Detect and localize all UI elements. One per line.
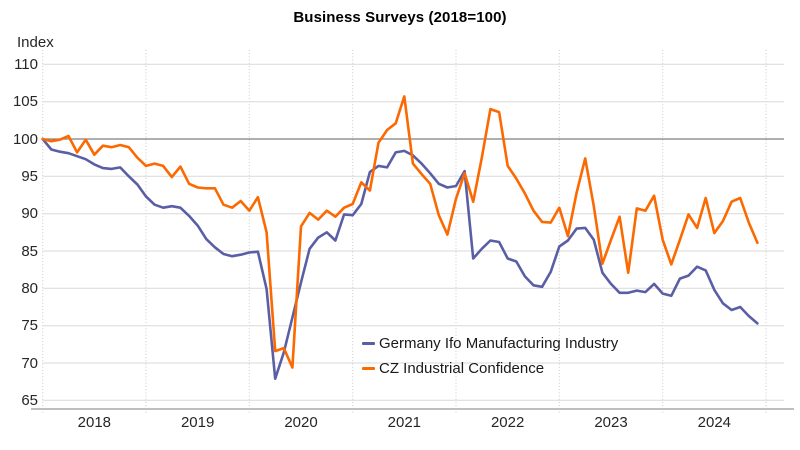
y-tick-label: 80 — [21, 279, 38, 297]
y-tick-label: 110 — [14, 55, 38, 73]
y-tick-label: 100 — [12, 130, 38, 148]
x-year-label: 2018 — [77, 414, 112, 431]
y-tick-label: 90 — [21, 205, 38, 223]
y-tick-label: 75 — [21, 317, 38, 335]
legend-label-cz-confidence: CZ Industrial Confidence — [379, 360, 545, 377]
legend-marker-germany-ifo — [362, 342, 375, 345]
x-year-label: 2022 — [490, 414, 525, 431]
legend-marker-cz-confidence — [362, 367, 375, 370]
y-tick-label: 85 — [21, 242, 38, 260]
legend-item-cz-confidence: CZ Industrial Confidence — [362, 356, 618, 381]
y-tick-label: 95 — [21, 167, 38, 185]
series-line-cz-confidence — [41, 95, 759, 369]
legend: Germany Ifo Manufacturing Industry CZ In… — [362, 331, 618, 381]
chart-title: Business Surveys (2018=100) — [293, 9, 507, 26]
x-year-label: 2023 — [594, 414, 628, 431]
y-tick-label: 105 — [12, 93, 38, 111]
y-axis-title: Index — [17, 34, 54, 51]
x-year-label: 2019 — [180, 414, 215, 431]
y-tick-label: 65 — [21, 391, 38, 409]
legend-item-germany-ifo: Germany Ifo Manufacturing Industry — [362, 331, 618, 356]
y-tick-label: 70 — [21, 354, 38, 372]
legend-label-germany-ifo: Germany Ifo Manufacturing Industry — [379, 335, 619, 352]
x-year-label: 2020 — [284, 414, 318, 431]
x-year-label: 2024 — [697, 414, 732, 431]
x-year-label: 2021 — [387, 414, 422, 431]
series-line-germany-ifo — [41, 137, 759, 381]
